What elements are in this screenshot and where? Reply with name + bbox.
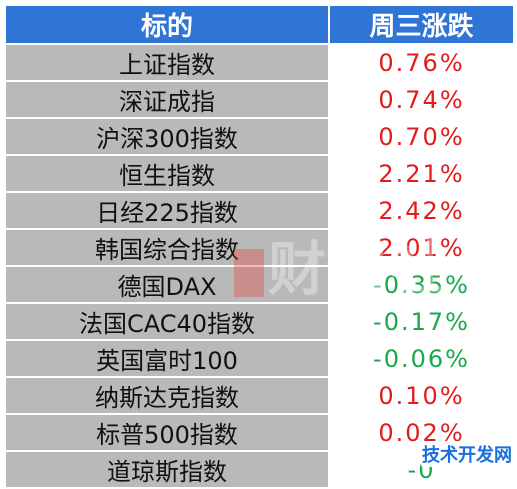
table-row: 德国DAX -0.35% [4,265,515,304]
index-change-value: 0.10% [328,376,515,415]
header-asset: 标的 [4,4,330,45]
table-row: 英国富时100 -0.06% [4,339,515,378]
index-change-value: 0.76% [328,43,515,82]
index-name: 上证指数 [4,43,330,82]
table-row: 沪深300指数 0.70% [4,117,515,156]
index-change-value: -0.35% [328,265,515,304]
index-change-table: 标的 周三涨跌 上证指数 0.76% 深证成指 0.74% 沪深300指数 0.70% 恒生… [4,4,515,489]
table-row: 深证成指 0.74% [4,80,515,119]
table-row: 恒生指数 2.21% [4,154,515,193]
site-badge: 技术开发网 [421,441,513,467]
header-row: 标的 周三涨跌 [4,4,515,45]
table-row: 韩国综合指数 2.01% [4,228,515,267]
index-change-value: -0.06% [328,339,515,378]
index-name: 英国富时100 [4,339,330,378]
index-name: 标普500指数 [4,413,330,452]
index-name: 道琼斯指数 [4,450,330,489]
table-row: 法国CAC40指数 -0.17% [4,302,515,341]
index-name: 纳斯达克指数 [4,376,330,415]
index-change-value: 2.01% [328,228,515,267]
table-row: 纳斯达克指数 0.10% [4,376,515,415]
table-body: 上证指数 0.76% 深证成指 0.74% 沪深300指数 0.70% 恒生指数 2.21% 日… [4,43,515,489]
index-name: 日经225指数 [4,191,330,230]
table-row: 上证指数 0.76% [4,43,515,82]
index-change-value: 2.42% [328,191,515,230]
index-name: 恒生指数 [4,154,330,193]
index-name: 德国DAX [4,265,330,304]
header-wednesday-change: 周三涨跌 [328,4,515,45]
index-change-value: 0.70% [328,117,515,156]
index-name: 沪深300指数 [4,117,330,156]
index-change-value: -0.17% [328,302,515,341]
index-name: 韩国综合指数 [4,228,330,267]
table-row: 日经225指数 2.42% [4,191,515,230]
index-change-value: 0.74% [328,80,515,119]
index-name: 深证成指 [4,80,330,119]
index-change-value: 2.21% [328,154,515,193]
index-name: 法国CAC40指数 [4,302,330,341]
